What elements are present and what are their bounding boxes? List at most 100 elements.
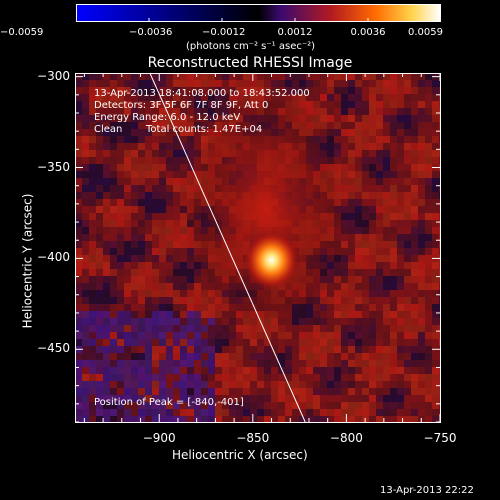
heatmap-cell xyxy=(152,227,159,234)
heatmap-cell xyxy=(411,192,418,199)
heatmap-cell xyxy=(404,325,411,332)
heatmap-cell xyxy=(138,122,145,129)
heatmap-cell xyxy=(159,178,166,185)
heatmap-cell xyxy=(369,248,376,255)
heatmap-cell xyxy=(250,416,257,423)
heatmap-cell xyxy=(124,255,131,262)
heatmap-cell xyxy=(159,339,166,346)
heatmap-cell xyxy=(418,94,425,101)
heatmap-cell xyxy=(166,248,173,255)
heatmap-cell xyxy=(159,255,166,262)
heatmap-cell xyxy=(124,360,131,367)
heatmap-cell xyxy=(376,129,383,136)
heatmap-cell xyxy=(271,367,278,374)
heatmap-cell xyxy=(404,269,411,276)
heatmap-cell xyxy=(166,136,173,143)
heatmap-cell xyxy=(418,206,425,213)
heatmap-cell xyxy=(159,150,166,157)
heatmap-cell xyxy=(110,304,117,311)
heatmap-cell xyxy=(82,395,89,402)
heatmap-cell xyxy=(411,241,418,248)
heatmap-cell xyxy=(327,360,334,367)
heatmap-cell xyxy=(117,325,124,332)
heatmap-cell xyxy=(138,360,145,367)
heatmap-cell xyxy=(187,353,194,360)
heatmap-cell xyxy=(362,262,369,269)
heatmap-cell xyxy=(89,388,96,395)
heatmap-cell xyxy=(187,388,194,395)
heatmap-cell xyxy=(292,353,299,360)
heatmap-cell xyxy=(131,101,138,108)
heatmap-cell xyxy=(103,150,110,157)
heatmap-cell xyxy=(271,353,278,360)
heatmap-cell xyxy=(362,332,369,339)
heatmap-cell xyxy=(124,297,131,304)
heatmap-cell xyxy=(152,367,159,374)
heatmap-cell xyxy=(145,395,152,402)
heatmap-cell xyxy=(397,101,404,108)
heatmap-cell xyxy=(96,290,103,297)
heatmap-cell xyxy=(341,388,348,395)
heatmap-cell xyxy=(208,80,215,87)
heatmap-cell xyxy=(96,157,103,164)
heatmap-cell xyxy=(250,360,257,367)
heatmap-cell xyxy=(194,297,201,304)
heatmap-cell xyxy=(117,220,124,227)
heatmap-cell xyxy=(264,416,271,423)
heatmap-cell xyxy=(159,87,166,94)
heatmap-cell xyxy=(341,332,348,339)
heatmap-cell xyxy=(208,360,215,367)
heatmap-cell xyxy=(369,136,376,143)
heatmap-cell xyxy=(362,234,369,241)
heatmap-cell xyxy=(432,353,439,360)
heatmap-cell xyxy=(75,136,82,143)
heatmap-cell xyxy=(243,395,250,402)
heatmap-cell xyxy=(159,381,166,388)
heatmap-cell xyxy=(383,262,390,269)
heatmap-cell xyxy=(89,80,96,87)
heatmap-cell xyxy=(418,199,425,206)
heatmap-cell xyxy=(145,381,152,388)
heatmap-cell xyxy=(180,409,187,416)
heatmap-cell xyxy=(397,136,404,143)
heatmap-cell xyxy=(173,290,180,297)
heatmap-cell xyxy=(145,269,152,276)
heatmap-cell xyxy=(166,304,173,311)
heatmap-cell xyxy=(404,227,411,234)
heatmap-cell xyxy=(103,108,110,115)
heatmap-cell xyxy=(187,248,194,255)
heatmap-cell xyxy=(159,297,166,304)
heatmap-cell xyxy=(411,178,418,185)
heatmap-cell xyxy=(355,87,362,94)
heatmap-cell xyxy=(334,115,341,122)
heatmap-cell xyxy=(103,115,110,122)
heatmap-cell xyxy=(299,73,306,80)
heatmap-cell xyxy=(208,381,215,388)
heatmap-cell xyxy=(110,206,117,213)
heatmap-cell xyxy=(425,213,432,220)
heatmap-cell xyxy=(229,87,236,94)
heatmap-cell xyxy=(215,346,222,353)
heatmap-cell xyxy=(369,304,376,311)
heatmap-cell xyxy=(131,115,138,122)
heatmap-cell xyxy=(432,381,439,388)
heatmap-cell xyxy=(383,367,390,374)
heatmap-cell xyxy=(208,388,215,395)
heatmap-cell xyxy=(411,248,418,255)
heatmap-cell xyxy=(418,213,425,220)
heatmap-cell xyxy=(117,409,124,416)
heatmap-cell xyxy=(187,367,194,374)
heatmap-cell xyxy=(299,367,306,374)
heatmap-cell xyxy=(278,388,285,395)
heatmap-cell xyxy=(145,248,152,255)
heatmap-cell xyxy=(82,346,89,353)
heatmap-cell xyxy=(131,94,138,101)
heatmap-cell xyxy=(215,325,222,332)
heatmap-cell xyxy=(145,73,152,80)
heatmap-cell xyxy=(187,409,194,416)
heatmap-cell xyxy=(152,374,159,381)
heatmap-cell xyxy=(82,108,89,115)
heatmap-cell xyxy=(124,143,131,150)
heatmap-cell xyxy=(306,325,313,332)
heatmap-cell xyxy=(432,101,439,108)
